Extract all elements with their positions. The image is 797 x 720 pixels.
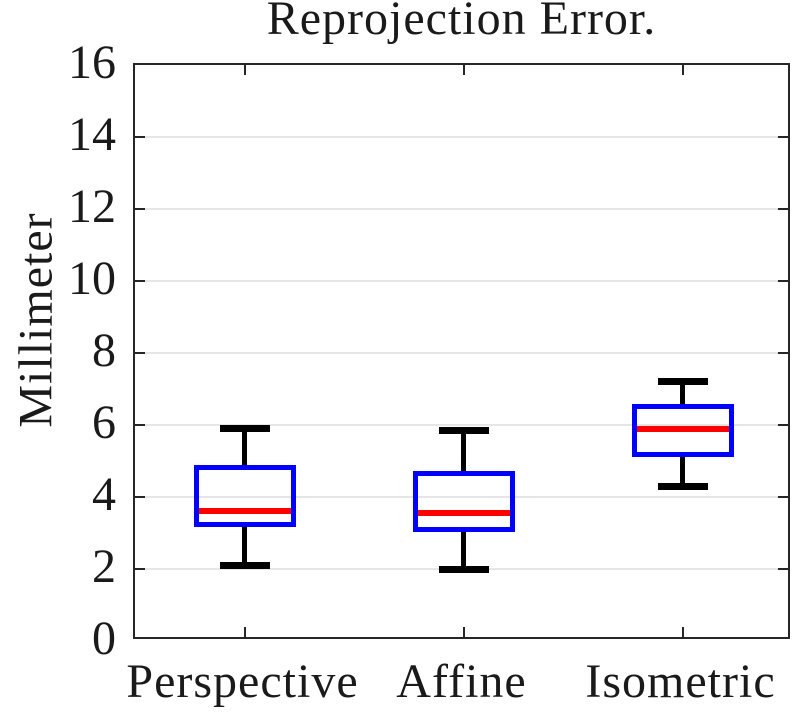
x-tick-mark [681,627,684,637]
lower-whisker [680,453,685,487]
upper-whisker-cap [219,425,270,433]
gridline [135,424,788,426]
y-tick-label: 12 [68,180,116,233]
y-tick-mark [135,352,145,354]
y-axis-label: Millimeter [9,212,63,428]
chart-title: Reprojection Error. [266,0,657,45]
y-tick-label: 2 [92,540,116,593]
y-tick-mark [778,568,788,570]
lower-whisker [242,524,247,566]
upper-whisker [680,381,685,407]
x-tick-mark [462,627,465,637]
plot-area [133,63,790,639]
iqr-box-perspective [193,465,296,527]
lower-whisker-cap [219,561,270,569]
gridline [135,496,788,498]
y-tick-mark [778,352,788,354]
x-tick-label: Affine [396,655,527,708]
gridline [135,352,788,354]
y-tick-label: 6 [92,396,116,449]
y-tick-mark [778,496,788,498]
y-tick-label: 10 [68,252,116,305]
y-tick-mark [778,280,788,282]
iqr-box-affine [412,470,515,533]
upper-whisker-cap [657,378,708,386]
y-tick-mark [135,208,145,210]
upper-whisker [461,430,466,474]
x-tick-mark [243,65,246,75]
y-tick-mark [778,136,788,138]
x-tick-label: Perspective [126,655,359,708]
y-tick-label: 4 [92,468,116,521]
y-tick-mark [135,568,145,570]
y-tick-mark [135,424,145,426]
x-tick-label: Isometric [585,655,776,708]
x-tick-mark [462,65,465,75]
median-line [198,508,291,515]
y-tick-label: 8 [92,324,116,377]
gridline [135,208,788,210]
y-tick-label: 16 [68,36,116,89]
iqr-box-isometric [631,404,734,457]
upper-whisker-cap [438,426,489,434]
y-tick-label: 14 [68,108,116,161]
median-line [417,510,510,517]
y-tick-mark [778,208,788,210]
upper-whisker [242,428,247,469]
y-tick-mark [135,136,145,138]
gridline [135,280,788,282]
x-tick-mark [243,627,246,637]
x-tick-mark [681,65,684,75]
y-tick-mark [135,496,145,498]
y-tick-label: 0 [92,612,116,665]
y-tick-mark [778,424,788,426]
lower-whisker [461,529,466,569]
median-line [636,425,729,432]
gridline [135,136,788,138]
y-tick-mark [135,280,145,282]
lower-whisker-cap [657,482,708,490]
lower-whisker-cap [438,565,489,573]
